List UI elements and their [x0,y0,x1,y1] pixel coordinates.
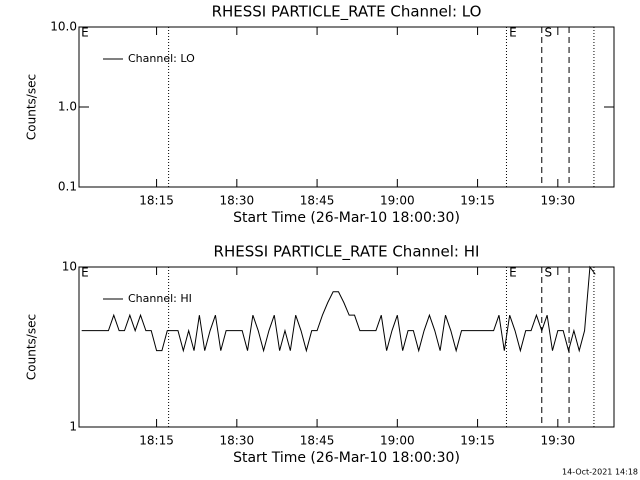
y-tick-label: 10.0 [50,20,77,34]
y-tick-label: 1.0 [58,100,77,114]
x-tick-label: 18:45 [300,434,335,448]
chart-title: RHESSI PARTICLE_RATE Channel: LO [212,3,482,22]
x-tick-label: 19:00 [380,194,415,208]
y-axis-label: Counts/sec [25,314,39,380]
legend-label: Channel: LO [128,52,195,65]
x-tick-label: 19:00 [380,434,415,448]
x-tick-label: 18:30 [220,194,255,208]
x-tick-label: 19:30 [541,434,576,448]
flag-label: S [544,266,552,280]
plot-frame [78,266,615,428]
flag-label: S [544,26,552,40]
x-axis-label: Start Time (26-Mar-10 18:00:30) [233,450,460,466]
flag-label: E [509,26,517,40]
x-tick-label: 19:15 [460,434,495,448]
data-line [81,265,596,353]
x-tick-label: 18:15 [139,194,174,208]
flag-label: E [81,26,89,40]
x-tick-label: 19:15 [460,194,495,208]
plot-frame [78,26,615,188]
flag-label: E [81,266,89,280]
x-tick-label: 18:45 [300,194,335,208]
x-tick-label: 18:15 [139,434,174,448]
y-axis-label: Counts/sec [25,74,39,140]
x-tick-label: 19:30 [541,194,576,208]
chart-title: RHESSI PARTICLE_RATE Channel: HI [214,243,480,262]
y-tick-label: 1 [69,420,77,434]
y-tick-label: 0.1 [58,180,77,194]
x-axis-label: Start Time (26-Mar-10 18:00:30) [233,210,460,226]
flag-label: E [509,266,517,280]
legend-label: Channel: HI [128,292,192,305]
x-tick-label: 18:30 [220,434,255,448]
y-tick-label: 10 [62,260,77,274]
footer: 14-Oct-2021 14:18 [562,468,638,477]
